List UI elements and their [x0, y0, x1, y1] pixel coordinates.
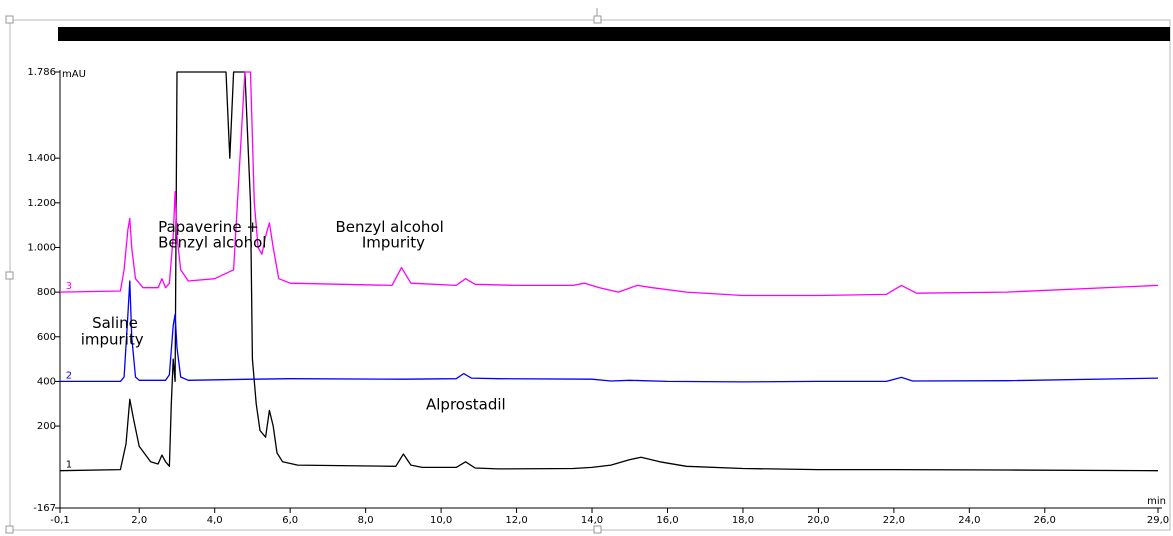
x-tick-label: 20,0: [807, 515, 829, 526]
x-tick-label: 26,0: [1034, 515, 1056, 526]
y-axis-label: mAU: [62, 69, 86, 80]
peak-annotation: Alprostadil: [426, 395, 506, 413]
x-tick-label: 16,0: [656, 515, 678, 526]
y-tick-label: 400: [37, 376, 56, 387]
x-tick-label: 18,0: [732, 515, 754, 526]
x-tick-label: 4,0: [207, 515, 223, 526]
y-tick-label: 600: [37, 332, 56, 343]
trace-1: [59, 71, 1159, 472]
x-tick-label: 8,0: [358, 515, 374, 526]
y-tick-label: -167: [33, 503, 56, 514]
trace-label-1: 1: [66, 460, 72, 471]
trace-2: [60, 280, 1159, 383]
peak-annotation: Papaverine +: [158, 218, 259, 236]
traces: 1 2 3: [59, 71, 1159, 472]
title-bar: [58, 27, 1170, 41]
axes: -0,1 2,0 4,0 6,0 8,0 10,0 12,0 14,0 16,0 18,0 20,0…: [27, 67, 1169, 526]
y-tick-label: 1.000: [27, 242, 56, 253]
x-tick-label: 12,0: [505, 515, 527, 526]
peak-annotation: Benzyl alcohol: [158, 233, 266, 251]
x-tick-label: 2,0: [131, 515, 147, 526]
y-tick-label: 1.400: [27, 153, 56, 164]
y-tick-label: 200: [37, 421, 56, 432]
x-tick-label: 6,0: [282, 515, 298, 526]
resize-handle-top[interactable]: [593, 15, 602, 24]
peak-annotation: Impurity: [362, 233, 425, 251]
resize-handle-left[interactable]: [5, 271, 14, 280]
trace-label-2: 2: [66, 370, 72, 381]
x-tick-label: 14,0: [581, 515, 603, 526]
peak-annotation: Benzyl alcohol: [335, 218, 443, 236]
x-tick-label: 10,0: [430, 515, 452, 526]
resize-handle-bottom-left[interactable]: [5, 525, 14, 534]
trace-3: [59, 71, 1159, 297]
x-tick-label: 22,0: [883, 515, 905, 526]
resize-handle-bottom[interactable]: [593, 525, 602, 534]
y-tick-label: 800: [37, 287, 56, 298]
peak-annotation: Saline: [92, 314, 138, 332]
x-axis-label: min: [1147, 496, 1166, 507]
x-tick-label: 29,0: [1147, 515, 1169, 526]
resize-handle-top-left[interactable]: [5, 15, 14, 24]
x-tick-label: -0,1: [50, 515, 70, 526]
peak-annotation: impurity: [81, 331, 144, 349]
trace-label-3: 3: [66, 281, 72, 292]
x-tick-label: 24,0: [958, 515, 980, 526]
y-tick-label: 1.786: [27, 67, 56, 78]
y-tick-label: 1.200: [27, 198, 56, 209]
